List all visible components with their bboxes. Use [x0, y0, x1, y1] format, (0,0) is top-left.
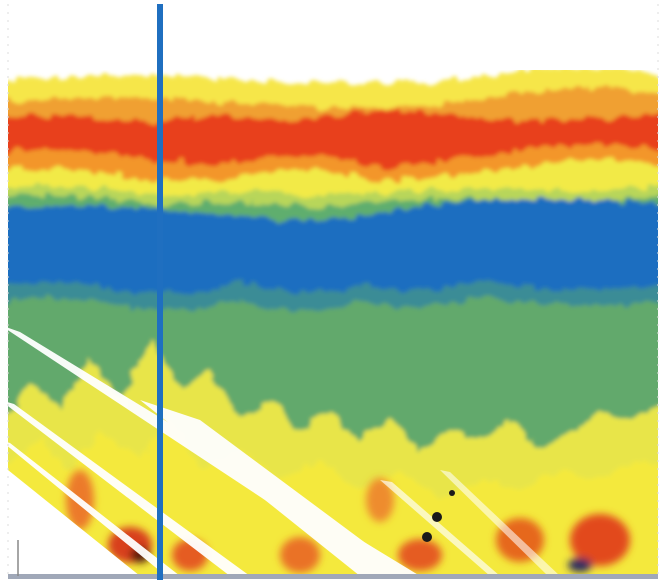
- markers: [422, 490, 455, 542]
- streak: [440, 470, 560, 576]
- streak: [380, 480, 500, 576]
- marker: [432, 512, 442, 522]
- vertical-marker-line: [157, 4, 163, 580]
- hot-spot: [280, 537, 320, 573]
- streaks: [8, 325, 560, 576]
- marker: [449, 490, 455, 496]
- streak: [140, 400, 410, 576]
- dark-spot: [568, 558, 592, 572]
- streak: [8, 440, 180, 576]
- marker: [422, 532, 432, 542]
- hot-spot: [366, 478, 394, 522]
- hot-spot: [570, 514, 630, 566]
- heatmap: [8, 70, 658, 576]
- streak: [8, 400, 250, 576]
- hot-spot: [398, 539, 442, 571]
- bottom-axis: [8, 574, 658, 579]
